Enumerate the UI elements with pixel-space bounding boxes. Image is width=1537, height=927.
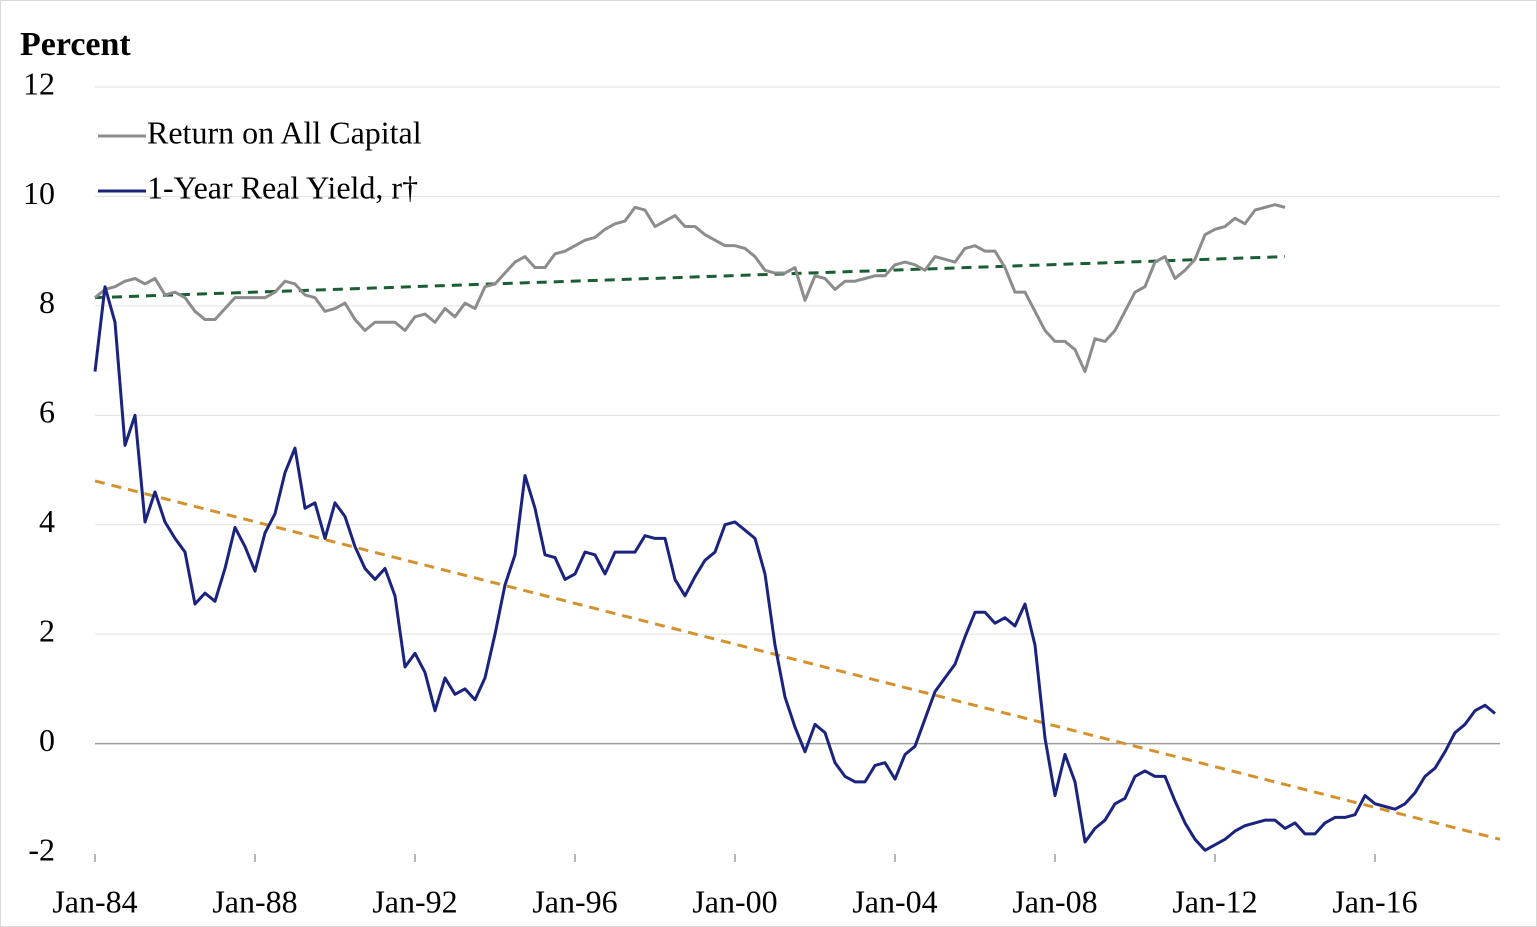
y-tick-label: 2 <box>39 612 55 648</box>
trend-line <box>94 255 1286 300</box>
legend-label: Return on All Capital <box>147 114 422 150</box>
x-tick-label: Jan-08 <box>1012 883 1097 919</box>
y-tick-label: 4 <box>39 503 55 539</box>
x-tick-label: Jan-84 <box>52 883 137 919</box>
x-tick-label: Jan-16 <box>1332 883 1417 919</box>
y-tick-label: 8 <box>39 284 55 320</box>
y-tick-label: 12 <box>23 65 55 101</box>
x-tick-label: Jan-92 <box>372 883 457 919</box>
series-line <box>93 285 1496 852</box>
x-tick-label: Jan-00 <box>692 883 777 919</box>
legend-label: 1-Year Real Yield, r† <box>147 169 418 205</box>
y-tick-label: -2 <box>28 831 55 867</box>
y-tick-label: 0 <box>39 722 55 758</box>
y-axis-label: Percent <box>20 26 131 63</box>
x-tick-label: Jan-96 <box>532 883 617 919</box>
series-line <box>94 203 1286 374</box>
y-tick-label: 10 <box>23 175 55 211</box>
x-tick-label: Jan-12 <box>1172 883 1257 919</box>
y-tick-label: 6 <box>39 394 55 430</box>
trend-line <box>94 479 1501 841</box>
x-tick-label: Jan-88 <box>212 883 297 919</box>
x-tick-label: Jan-04 <box>852 883 937 919</box>
